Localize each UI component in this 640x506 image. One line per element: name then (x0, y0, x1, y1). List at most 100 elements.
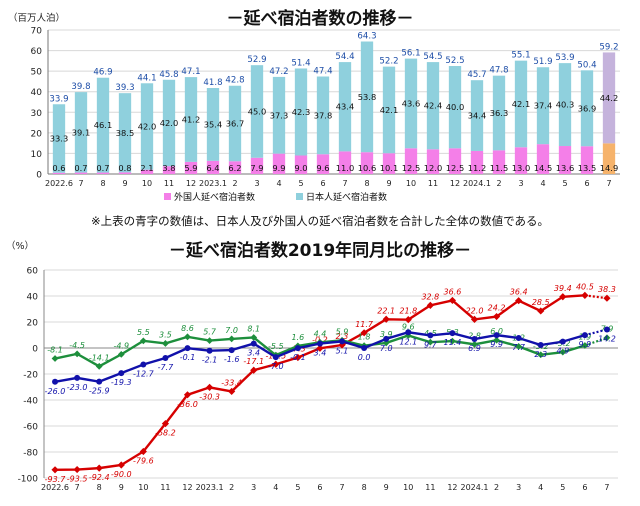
bar-japanese (360, 41, 374, 153)
bar-japanese (74, 92, 88, 173)
bar-y-tick-label: 50 (31, 68, 43, 78)
legend-swatch-japanese (296, 193, 303, 200)
data-point-blue (272, 354, 279, 361)
line-x-tick-label: 5 (560, 483, 565, 492)
data-label-blue: 2.3 (534, 350, 547, 359)
data-point-green (250, 334, 258, 341)
data-label-green: -5.5 (268, 342, 284, 351)
data-point-green (515, 343, 523, 350)
bar-y-tick-label: 10 (31, 150, 43, 160)
data-point-red (139, 447, 147, 456)
bar-y-tick-label: 70 (31, 27, 43, 37)
line-y-tick-label: -60 (23, 423, 38, 433)
bar-y-tick-label: 20 (31, 129, 43, 139)
data-label-blue: -2.1 (202, 356, 218, 365)
bar-x-tick-label: 9 (386, 179, 391, 188)
data-point-red (581, 291, 589, 299)
data-point-red (404, 316, 412, 324)
data-point-green (426, 338, 434, 346)
data-label-red: 2.3 (336, 332, 349, 341)
line-x-tick-label: 12 (182, 483, 192, 492)
line-y-tick-label: 0 (32, 345, 38, 355)
bar-total-value: 64.3 (357, 32, 376, 42)
data-point-red (470, 315, 479, 323)
bar-foreign (206, 160, 220, 174)
legend-label-foreign: 外国人延べ宿泊者数 (174, 191, 255, 203)
bar-japanese (52, 104, 66, 173)
bar-japanese-value: 36.7 (226, 118, 244, 128)
data-label-green: -4.9 (113, 341, 129, 350)
bar-foreign (426, 149, 440, 174)
bar-japanese-value: 37.8 (314, 110, 332, 120)
data-label-red: -17.1 (243, 357, 264, 366)
bar-foreign (316, 154, 330, 174)
bar-foreign-value: 11.5 (490, 163, 508, 173)
data-label-blue: -1.6 (224, 355, 240, 364)
bar-x-tick-label: 2023.1 (199, 179, 227, 188)
bar-foreign-value: 3.8 (162, 163, 175, 173)
bar-foreign (514, 147, 528, 174)
line-x-tick-label: 3 (251, 483, 256, 492)
bar-japanese (404, 58, 418, 149)
bar-foreign-value: 13.6 (556, 163, 574, 173)
bar-foreign (360, 152, 374, 174)
data-point-green (559, 348, 567, 356)
data-point-red (117, 461, 125, 469)
data-label-green: 3.5 (159, 330, 172, 339)
bar-total-value: 59.2 (599, 42, 618, 52)
bar-total-value: 52.5 (445, 56, 464, 66)
line-x-tick-label: 2022.6 (41, 483, 69, 492)
line-y-tick-label: -100 (18, 475, 39, 485)
bar-foreign (52, 172, 66, 174)
bar-total-value: 46.9 (93, 68, 112, 78)
data-point-blue (206, 347, 213, 354)
bar-total-value: 55.1 (511, 51, 530, 61)
chart-note: ※上表の青字の数値は、日本人及び外国人の延べ宿泊者数を合計した全体の数値である。 (90, 214, 550, 228)
bar-total-value: 39.8 (71, 82, 90, 92)
bar-foreign-value: 9.6 (316, 163, 329, 173)
bar-x-tick-label: 12 (450, 179, 460, 188)
line-x-tick-label: 6 (317, 483, 322, 492)
data-label-green: -14.1 (89, 353, 110, 362)
bar-chart-y-unit: （百万人泊） (8, 13, 66, 24)
bar-foreign-value: 12.5 (446, 163, 464, 173)
data-label-red: -33.4 (221, 378, 242, 387)
bar-chart-title: －延べ宿泊者数の推移－ (226, 9, 414, 29)
data-point-blue (250, 340, 257, 347)
data-point-blue (140, 361, 147, 368)
data-point-red (492, 312, 501, 321)
line-x-tick-label: 10 (138, 483, 148, 492)
data-label-green: 7.0 (225, 326, 238, 335)
data-label-green: 5.7 (203, 328, 217, 337)
bar-x-tick-label: 9 (122, 179, 127, 188)
bar-total-value: 54.5 (423, 52, 442, 62)
bar-x-tick-label: 5 (298, 179, 303, 188)
line-x-tick-label: 7 (75, 483, 80, 492)
line-x-tick-label: 9 (384, 483, 389, 492)
data-label-blue: -26.0 (45, 387, 66, 396)
data-label-green: 9.6 (402, 323, 415, 332)
data-label-red: 32.8 (421, 292, 439, 301)
data-label-red: 39.4 (554, 284, 572, 293)
bar-foreign (118, 172, 132, 174)
data-label-blue: 3.4 (247, 349, 260, 358)
data-point-blue (339, 338, 346, 345)
bar-foreign-value: 5.9 (184, 163, 197, 173)
data-label-blue: 11.4 (444, 338, 462, 347)
bar-foreign (470, 150, 484, 174)
line-x-tick-label: 2023.1 (196, 483, 224, 492)
bar-japanese-value: 41.2 (182, 114, 200, 124)
bar-japanese (470, 80, 484, 151)
bar-total-value: 53.9 (555, 53, 574, 63)
bar-foreign (558, 146, 572, 174)
data-point-red (250, 366, 258, 374)
bar-japanese (382, 66, 396, 154)
bar-japanese-value: 38.5 (116, 128, 134, 138)
data-label-green: 1.8 (358, 333, 371, 342)
data-label-blue: -23.0 (67, 383, 88, 392)
data-point-blue (162, 355, 169, 362)
data-point-blue (96, 378, 103, 385)
bar-total-value: 50.4 (577, 60, 596, 70)
data-point-blue (361, 345, 368, 351)
bar-japanese (558, 63, 572, 147)
